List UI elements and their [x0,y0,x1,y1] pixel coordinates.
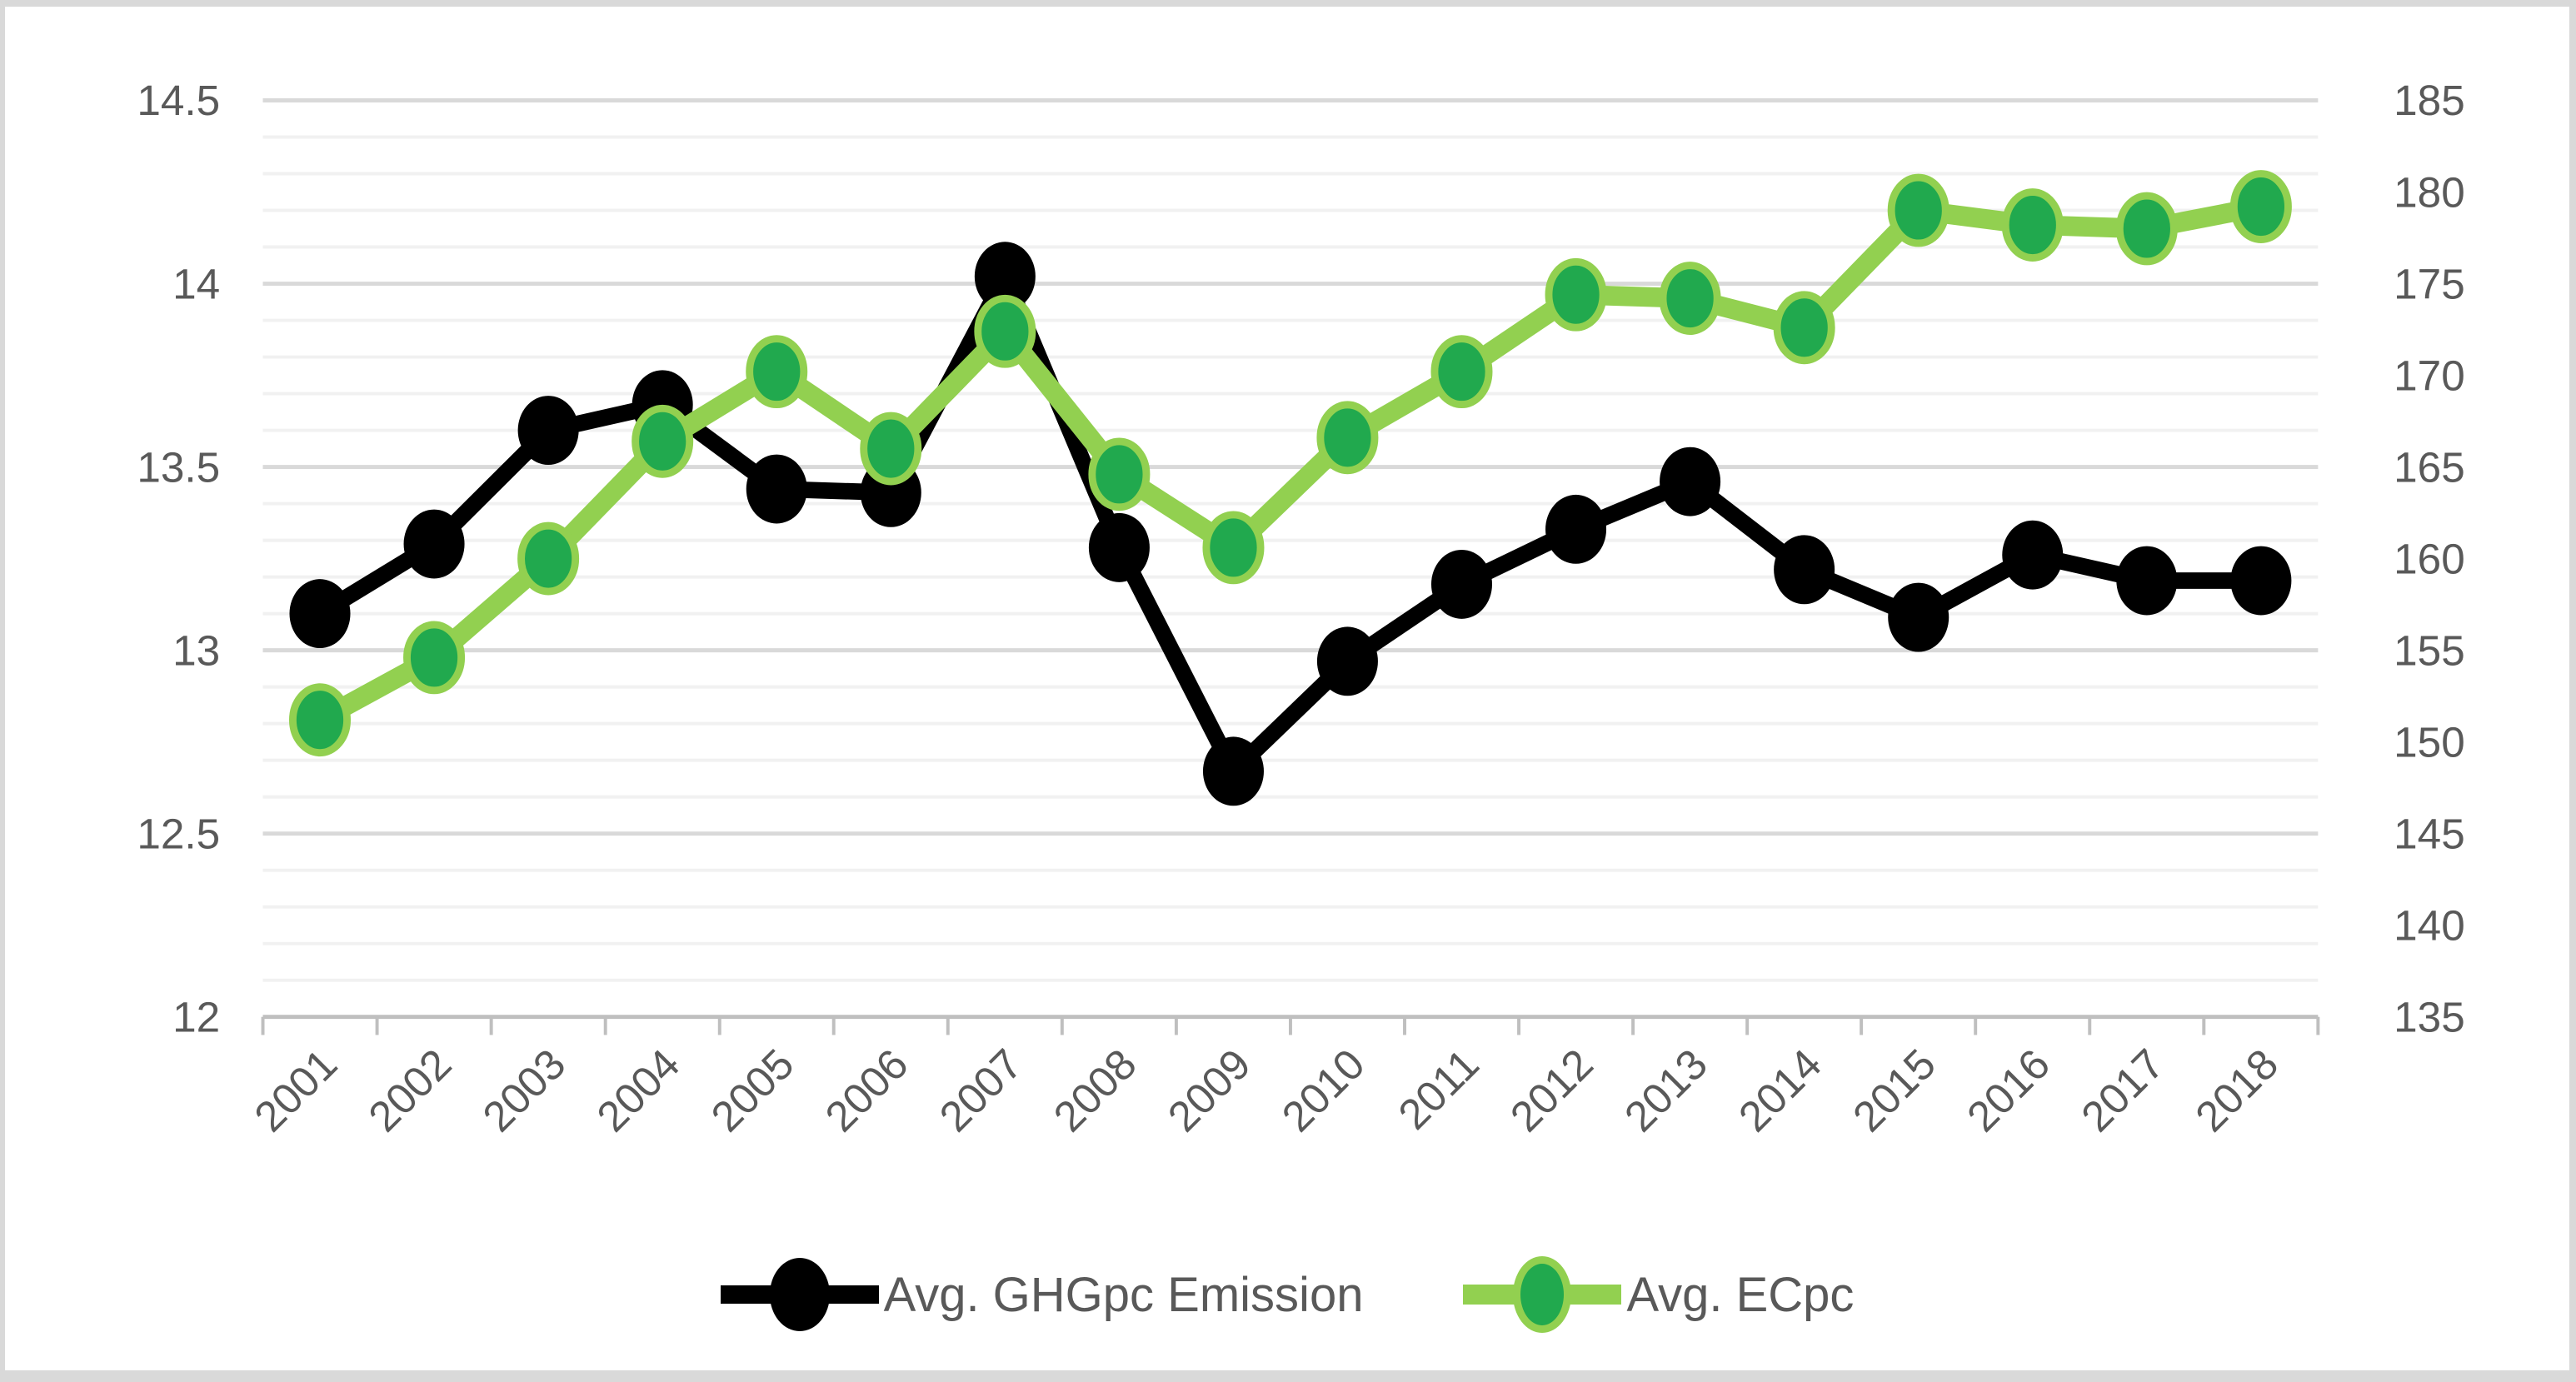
legend-marker-ghg-icon [720,1255,879,1335]
svg-text:155: 155 [2394,626,2465,674]
data-point [517,521,580,596]
series-ghg [289,242,2292,806]
svg-text:14: 14 [172,260,220,307]
data-point [1660,447,1721,516]
svg-text:2012: 2012 [1501,1040,1602,1140]
data-point [1887,173,1949,247]
right-axis-labels: 135 140 145 150 155 160 165 170 175 180 185 [2394,77,2465,1040]
svg-text:165: 165 [2394,443,2465,491]
svg-text:2006: 2006 [816,1040,917,1140]
data-point [1430,549,1492,619]
svg-text:2008: 2008 [1045,1040,1146,1140]
data-point [1088,512,1150,582]
data-point [289,579,351,649]
data-point [1774,535,1835,605]
x-axis [261,1015,2320,1035]
svg-text:12: 12 [172,993,220,1040]
data-point [974,294,1036,368]
data-point [2002,520,2064,590]
data-point [2230,546,2292,616]
data-point [403,621,466,695]
svg-text:2003: 2003 [474,1040,575,1140]
chart-canvas: 1212.51313.51414.51351401451501551601651… [137,77,2465,1140]
svg-text:13.5: 13.5 [137,443,220,491]
svg-text:2014: 2014 [1730,1040,1830,1140]
svg-text:2009: 2009 [1159,1040,1260,1140]
data-point [2001,188,2064,262]
major-gridlines [262,98,2319,836]
data-point [1888,582,1949,652]
data-point [2229,170,2292,243]
svg-text:145: 145 [2394,810,2465,857]
svg-text:180: 180 [2394,168,2465,216]
svg-text:2015: 2015 [1844,1040,1944,1140]
svg-text:2007: 2007 [931,1040,1031,1140]
svg-text:2004: 2004 [588,1040,689,1140]
legend-item-ecpc: Avg. ECpc [1463,1255,1854,1335]
data-point [2115,192,2178,266]
data-point [632,404,694,478]
svg-text:2010: 2010 [1273,1040,1374,1140]
data-point [860,412,922,486]
svg-text:2005: 2005 [702,1040,803,1140]
svg-text:140: 140 [2394,901,2465,949]
data-point [289,683,352,757]
svg-text:13: 13 [172,626,220,674]
svg-text:2011: 2011 [1390,1040,1488,1138]
data-point [1773,291,1835,365]
data-point [974,242,1036,312]
data-point [2116,546,2178,616]
data-point [1202,736,1264,806]
data-point [1088,437,1151,511]
data-point [1430,335,1493,409]
data-point [746,335,808,409]
svg-text:170: 170 [2394,352,2465,399]
svg-text:160: 160 [2394,535,2465,582]
data-point [1545,494,1607,564]
svg-text:185: 185 [2394,77,2465,124]
svg-text:2002: 2002 [360,1040,461,1140]
data-point [1316,626,1378,696]
left-axis-labels: 12 12.5 13 13.5 14 14.5 [137,77,220,1040]
data-point [1316,401,1379,475]
data-point [746,454,807,524]
svg-text:2013: 2013 [1615,1040,1716,1140]
svg-text:2016: 2016 [1958,1040,2059,1140]
svg-text:2018: 2018 [2186,1040,2287,1140]
svg-text:150: 150 [2394,718,2465,766]
legend-marker-ecpc-icon [1463,1255,1622,1335]
legend: Avg. GHGpc Emission Avg. ECpc [5,1255,2569,1335]
x-axis-labels: 2001 2002 2003 2004 2005 2006 2007 2008 2009 2010… [245,1040,2287,1140]
svg-text:2017: 2017 [2072,1040,2173,1140]
series-ecpc [289,170,2292,757]
legend-label-ecpc: Avg. ECpc [1626,1267,1855,1322]
svg-text:2001: 2001 [245,1040,346,1140]
svg-text:135: 135 [2394,993,2465,1040]
svg-text:175: 175 [2394,260,2465,307]
data-point [1659,262,1721,336]
svg-text:14.5: 14.5 [137,77,220,124]
svg-text:12.5: 12.5 [137,810,220,857]
data-point [1545,257,1607,332]
legend-label-ghg: Avg. GHGpc Emission [883,1267,1364,1322]
legend-item-ghg: Avg. GHGpc Emission [720,1255,1364,1335]
data-point [517,396,579,466]
data-point [1202,511,1265,585]
data-point [403,509,465,579]
